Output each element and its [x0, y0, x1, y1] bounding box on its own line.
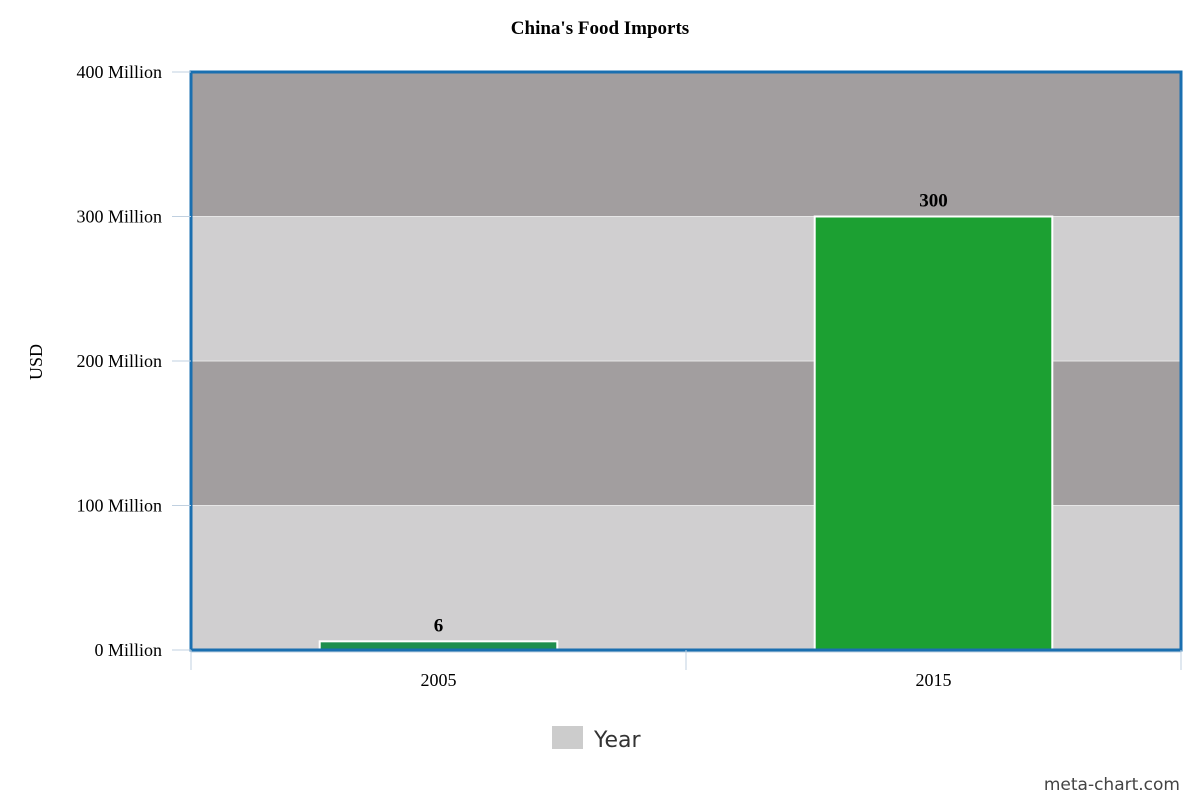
- data-label: 300: [919, 191, 948, 212]
- data-labels: 6 300: [434, 191, 948, 637]
- bar-2015[interactable]: [813, 215, 1054, 651]
- y-tick-label: 200 Million: [76, 351, 162, 371]
- x-tick-label: 2005: [421, 670, 457, 690]
- y-axis-title: USD: [26, 344, 46, 380]
- x-axis: 2005 2015: [190, 650, 1182, 690]
- data-label: 6: [434, 615, 444, 636]
- chart-title: China's Food Imports: [511, 18, 689, 39]
- legend[interactable]: Year: [552, 726, 642, 753]
- credit-text[interactable]: meta-chart.com: [1044, 775, 1180, 795]
- y-tick-label: 400 Million: [76, 62, 162, 82]
- y-tick-label: 300 Million: [76, 207, 162, 227]
- x-tick-label: 2015: [916, 670, 952, 690]
- legend-swatch: [552, 726, 583, 749]
- y-axis: 0 Million 100 Million 200 Million 300 Milli…: [76, 62, 191, 660]
- y-tick-label: 100 Million: [76, 496, 162, 516]
- legend-label[interactable]: Year: [593, 728, 642, 753]
- y-tick-label: 0 Million: [94, 640, 162, 660]
- plot-band: [191, 72, 1181, 217]
